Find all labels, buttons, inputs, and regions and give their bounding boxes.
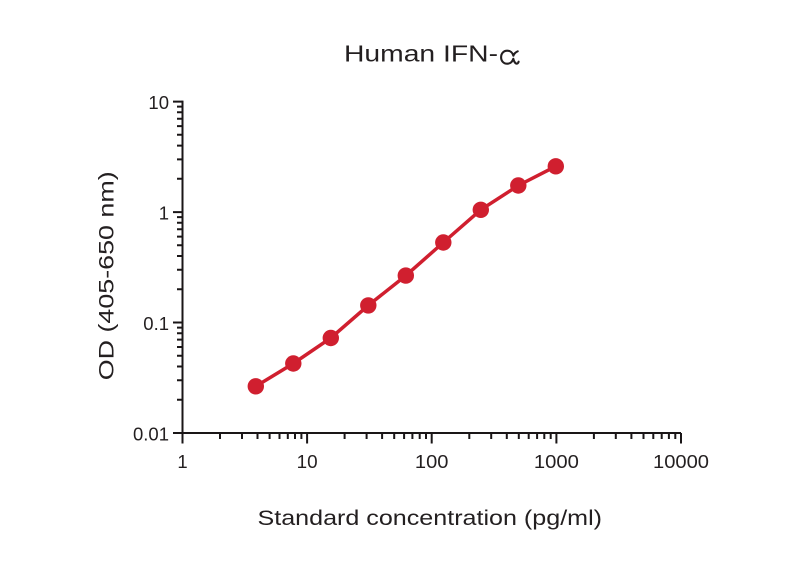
svg-text:OD (405-650 nm): OD (405-650 nm): [95, 171, 119, 380]
svg-text:100: 100: [415, 451, 449, 472]
svg-text:Human IFN-: Human IFN-: [344, 41, 498, 67]
svg-text:0.01: 0.01: [133, 423, 169, 444]
svg-text:Standard concentration (pg/ml): Standard concentration (pg/ml): [258, 506, 603, 530]
svg-text:10: 10: [297, 451, 318, 472]
svg-text:10000: 10000: [653, 451, 709, 472]
svg-text:0.1: 0.1: [143, 313, 169, 334]
svg-text:10: 10: [148, 92, 169, 113]
svg-text:1: 1: [177, 451, 187, 472]
svg-text:1000: 1000: [534, 451, 579, 472]
svg-text:1: 1: [159, 203, 169, 224]
